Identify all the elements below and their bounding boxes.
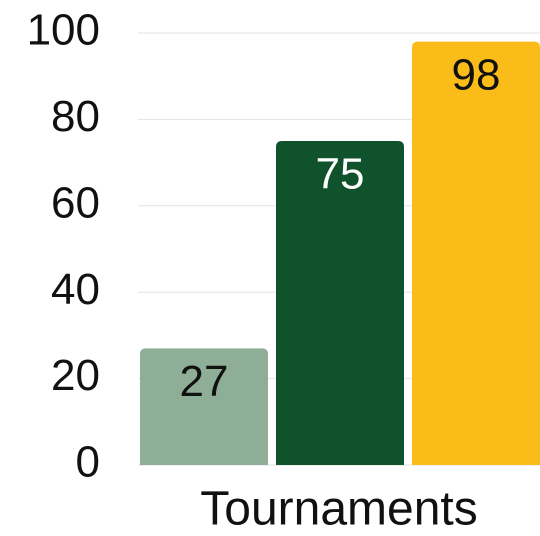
y-tick-label: 0 — [76, 438, 100, 487]
data-label: 75 — [316, 150, 365, 199]
y-tick-label: 40 — [51, 265, 100, 314]
data-label: 98 — [452, 50, 501, 99]
y-tick-label: 80 — [51, 92, 100, 141]
bar — [140, 348, 268, 465]
bar — [276, 141, 404, 465]
bar — [412, 41, 540, 465]
x-tick-label: Tournaments — [200, 483, 477, 536]
y-tick-label: 20 — [51, 351, 100, 400]
y-tick-label: 100 — [27, 6, 100, 55]
data-label: 27 — [180, 357, 229, 406]
y-tick-label: 60 — [51, 178, 100, 227]
